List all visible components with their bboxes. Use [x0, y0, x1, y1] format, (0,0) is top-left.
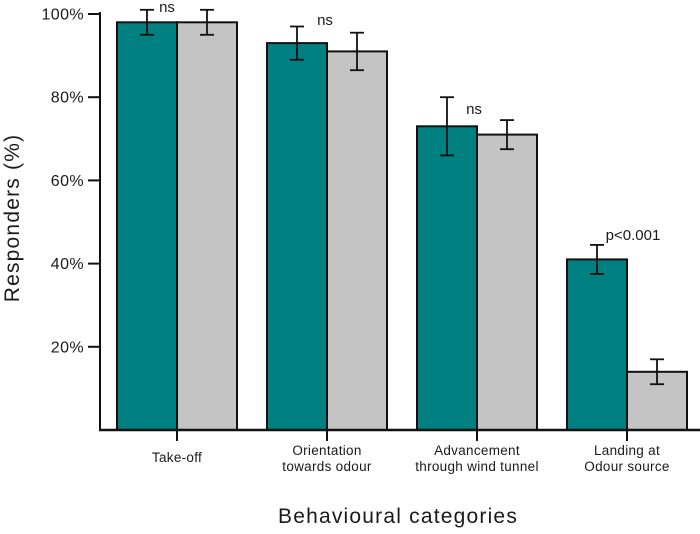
category-label-line: Advancement [434, 443, 520, 458]
y-tick-label: 60% [51, 173, 84, 190]
category-label-line: through wind tunnel [415, 459, 539, 474]
y-tick-label: 100% [41, 7, 84, 24]
y-axis-title: Responders (%) [1, 134, 24, 303]
error-bar-grey-2 [350, 31, 364, 72]
category-label-line: Take-off [152, 450, 202, 465]
y-tick-label: 80% [51, 90, 84, 107]
significance-label: ns [466, 101, 482, 118]
bar-grey-3 [476, 133, 538, 431]
error-bar-grey-1 [200, 8, 214, 36]
error-bar-teal-3 [440, 96, 454, 157]
x-axis-title: Behavioural categories [278, 505, 518, 528]
y-tick-label: 40% [51, 256, 84, 273]
error-bar-teal-1 [140, 8, 154, 36]
bar-teal-3 [416, 125, 478, 432]
significance-label: ns [317, 12, 333, 29]
bar-grey-1 [176, 21, 238, 432]
bar-teal-4 [566, 258, 628, 431]
category-label-line: Orientation [292, 443, 361, 458]
bar-teal-1 [116, 21, 178, 432]
category-label-line: Landing at [594, 443, 660, 458]
bar-teal-2 [266, 42, 328, 431]
significance-label: ns [159, 0, 175, 16]
error-bar-grey-3 [500, 119, 514, 151]
y-tick-label: 20% [51, 339, 84, 356]
bar-grey-2 [326, 50, 388, 432]
error-bar-teal-4 [590, 243, 604, 275]
category-label-line: towards odour [282, 459, 372, 474]
category-label-line: Odour source [584, 459, 669, 474]
chart-generated-layer: 20% 40% 60% 80% 100% Take-off Orientationtowar… [41, 0, 700, 474]
error-bar-grey-4 [650, 358, 664, 386]
error-bar-teal-2 [290, 25, 304, 61]
significance-label: p<0.001 [606, 227, 661, 244]
